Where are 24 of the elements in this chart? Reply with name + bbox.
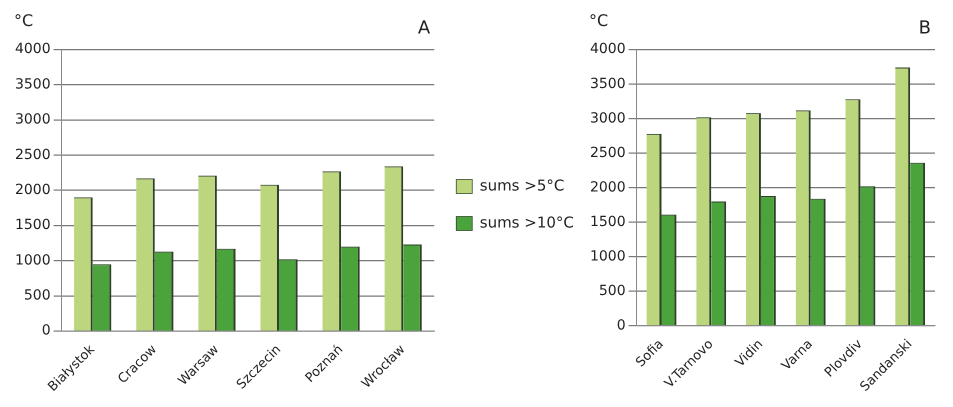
y-axis-title: °C: [14, 11, 34, 30]
y-tick-label: 1500: [590, 214, 626, 230]
y-tick-label: 2000: [14, 182, 51, 198]
y-tick-label: 3000: [14, 112, 51, 128]
y-axis-title: °C: [589, 11, 608, 30]
y-tick-label: 3500: [14, 76, 51, 92]
y-tick-label: 2500: [590, 144, 626, 161]
y-tick-label: 1000: [590, 248, 626, 264]
y-tick-label: 3500: [590, 76, 626, 92]
y-tick-label: 1000: [14, 252, 51, 268]
y-tick-label: 0: [616, 317, 626, 334]
y-tick-label: 4000: [14, 41, 51, 58]
chart-title: A: [418, 18, 431, 39]
y-tick-label: 0: [42, 322, 51, 339]
y-tick-label: 4000: [590, 41, 626, 58]
chart-title: B: [918, 18, 931, 39]
y-tick-label: 3000: [590, 110, 626, 126]
legend-label: sums >10°C: [480, 213, 574, 232]
y-tick-label: 1500: [14, 217, 51, 234]
y-tick-label: 500: [598, 282, 626, 299]
y-tick-label: 2500: [14, 146, 51, 163]
y-tick-label: 2000: [590, 179, 626, 196]
y-tick-label: 500: [24, 288, 51, 304]
legend-label: sums >5°C: [480, 176, 564, 194]
